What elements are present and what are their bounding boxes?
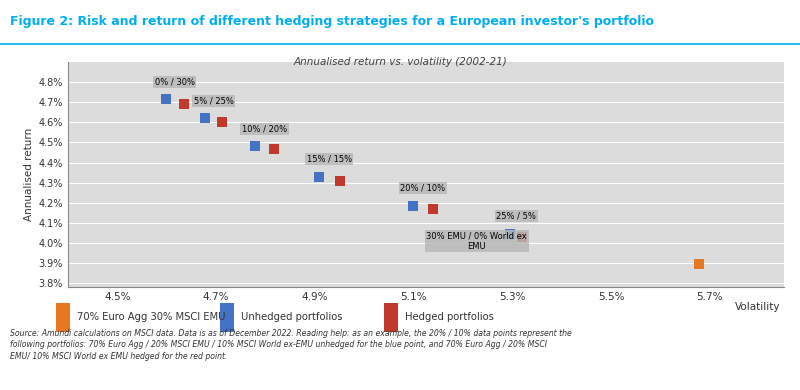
- Text: 25% / 5%: 25% / 5%: [496, 212, 536, 221]
- Point: [516, 234, 529, 240]
- Text: 15% / 15%: 15% / 15%: [306, 154, 352, 163]
- Text: Figure 2: Risk and return of different hedging strategies for a European investo: Figure 2: Risk and return of different h…: [10, 14, 654, 28]
- Point: [216, 119, 229, 126]
- Text: Hedged portfolios: Hedged portfolios: [405, 312, 494, 323]
- Text: 20% / 10%: 20% / 10%: [401, 184, 446, 193]
- Point: [159, 96, 172, 103]
- Point: [248, 144, 261, 150]
- Point: [333, 177, 346, 184]
- Text: 0% / 30%: 0% / 30%: [155, 78, 195, 87]
- Point: [693, 261, 706, 267]
- Point: [178, 101, 190, 108]
- Point: [313, 174, 326, 180]
- Text: Unhedged portfolios: Unhedged portfolios: [241, 312, 342, 323]
- Text: 5% / 25%: 5% / 25%: [194, 96, 234, 105]
- Point: [268, 146, 281, 152]
- Text: 30% EMU / 0% World ex
EMU: 30% EMU / 0% World ex EMU: [426, 231, 527, 251]
- FancyBboxPatch shape: [220, 303, 234, 332]
- FancyBboxPatch shape: [56, 303, 70, 332]
- Point: [503, 230, 516, 237]
- Point: [427, 206, 440, 212]
- Point: [199, 115, 212, 122]
- Text: Volatility: Volatility: [734, 302, 780, 312]
- Text: 10% / 20%: 10% / 20%: [242, 124, 287, 133]
- Point: [406, 202, 419, 209]
- Text: Annualised return vs. volatility (2002-21): Annualised return vs. volatility (2002-2…: [293, 57, 507, 67]
- Y-axis label: Annualised return: Annualised return: [25, 128, 34, 221]
- Text: 70% Euro Agg 30% MSCI EMU: 70% Euro Agg 30% MSCI EMU: [77, 312, 226, 323]
- Text: Source: Amundi calculations on MSCI data. Data is as of December 2022. Reading h: Source: Amundi calculations on MSCI data…: [10, 328, 571, 361]
- FancyBboxPatch shape: [384, 303, 398, 332]
